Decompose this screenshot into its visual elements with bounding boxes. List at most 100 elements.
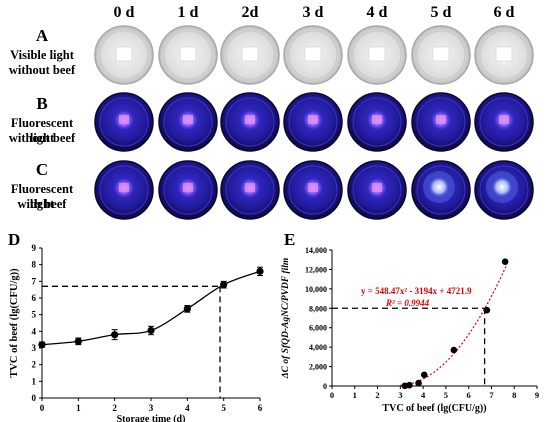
x-tick-label: 6 [258,403,263,413]
film-square [245,183,255,192]
petri-dish [474,25,534,85]
petri-dish [411,92,471,152]
dish-inner-rim [288,30,338,80]
fit-r-squared: R² = 0.9944 [385,298,430,308]
petri-dish [347,92,407,152]
film-square [179,46,197,62]
film-square [119,183,129,192]
dish-inner-rim [352,97,402,147]
panel-d-letter: D [8,230,21,249]
row-b-caption-line2: without beef [8,131,76,145]
x-tick-label: 5 [221,403,226,413]
x-tick-label: 2 [375,390,379,400]
dish-inner-rim [99,30,149,80]
petri-dish [283,25,343,85]
data-point [256,267,264,275]
data-point [74,337,82,345]
y-tick-label: 2,000 [309,363,327,372]
film-square [119,115,129,124]
x-axis-label: Storage time (d) [117,414,186,422]
row-c-letter: C [35,160,49,179]
x-tick-label: 1 [353,390,357,400]
film-square [436,115,446,124]
y-tick-label: 4 [32,326,37,336]
x-tick-label: 3 [149,403,154,413]
data-point [420,371,428,379]
petri-dish [347,160,407,220]
y-tick-label: 7 [32,276,37,286]
x-tick-label: 0 [330,390,334,400]
day-label: 0 d [113,4,135,21]
y-tick-label: 0 [32,393,37,403]
film-square [304,46,322,62]
petri-dish [158,25,218,85]
petri-dish [220,160,280,220]
x-tick-label: 3 [398,390,402,400]
y-tick-label: 6,000 [309,324,327,333]
film-square [372,115,382,124]
film-square [499,115,509,124]
film-square [308,115,318,124]
y-tick-label: 3 [32,343,37,353]
petri-dish [94,25,154,85]
y-tick-label: 5 [32,310,37,320]
y-tick-label: 14,000 [305,246,327,255]
y-tick-label: 4,000 [309,343,327,352]
x-axis-label: TVC of beef (lg(CFU/g)) [382,403,486,414]
day-label: 2d [241,4,259,21]
petri-dish [158,92,218,152]
x-tick-label: 7 [489,390,494,400]
film-square [183,183,193,192]
petri-dish-grid [94,25,534,220]
data-point [111,331,119,339]
film-square [115,46,133,62]
chart-e-deltac-vs-tvc: 0 1 2 3 4 5 6 7 8 9 0 2,000 4,000 6,000 8,000 10,000 12,… [281,246,539,414]
dish-inner-rim [163,165,213,215]
y-tick-label: 6 [32,293,37,303]
film-square [368,46,386,62]
dish-inner-rim [416,30,466,80]
film-glow [492,177,512,197]
x-tick-label: 2 [112,403,117,413]
dish-inner-rim [416,97,466,147]
row-c-caption-line1: Fluorescent light [10,182,74,211]
day-label: 3 d [302,4,324,21]
data-point [501,258,509,265]
row-a-letter: A [35,26,49,45]
day-label: 6 d [493,4,515,21]
petri-dish [474,92,534,152]
film-square [495,46,513,62]
x-tick-label: 9 [535,390,539,400]
petri-dish [474,160,534,220]
data-point [450,346,458,354]
petri-dish [411,25,471,85]
dish-inner-rim [352,165,402,215]
dish-inner-rim [225,30,275,80]
dish-inner-rim [99,97,149,147]
x-tick-label: 6 [467,390,471,400]
panel-e-letter: E [284,230,296,249]
petri-dish [220,92,280,152]
dish-inner-rim [288,97,338,147]
y-tick-label: 2 [32,360,37,370]
dish-inner-rim [99,165,149,215]
film-square [432,46,450,62]
x-tick-label: 5 [444,390,448,400]
day-label: 5 d [430,4,452,21]
y-axis-label: TVC of beef (lg(CFU/g)) [9,268,20,378]
dish-inner-rim [288,165,338,215]
film-glow [429,177,449,197]
dish-inner-rim [352,30,402,80]
y-tick-label: 0 [323,382,327,391]
dish-inner-rim [163,97,213,147]
petri-dish [283,92,343,152]
x-tick-label: 1 [76,403,81,413]
petri-dish [411,160,471,220]
day-label: 1 d [177,4,199,21]
film-square [245,115,255,124]
row-b-caption-line1: Fluorescent light [10,116,74,145]
dish-inner-rim [479,165,529,215]
x-tick-label: 4 [421,390,426,400]
dish-inner-rim [163,30,213,80]
chart-d-tvc-vs-time: 0 1 2 3 4 5 6 0 1 2 3 4 5 6 7 8 9 Storage time (d) TVC of … [9,243,264,422]
